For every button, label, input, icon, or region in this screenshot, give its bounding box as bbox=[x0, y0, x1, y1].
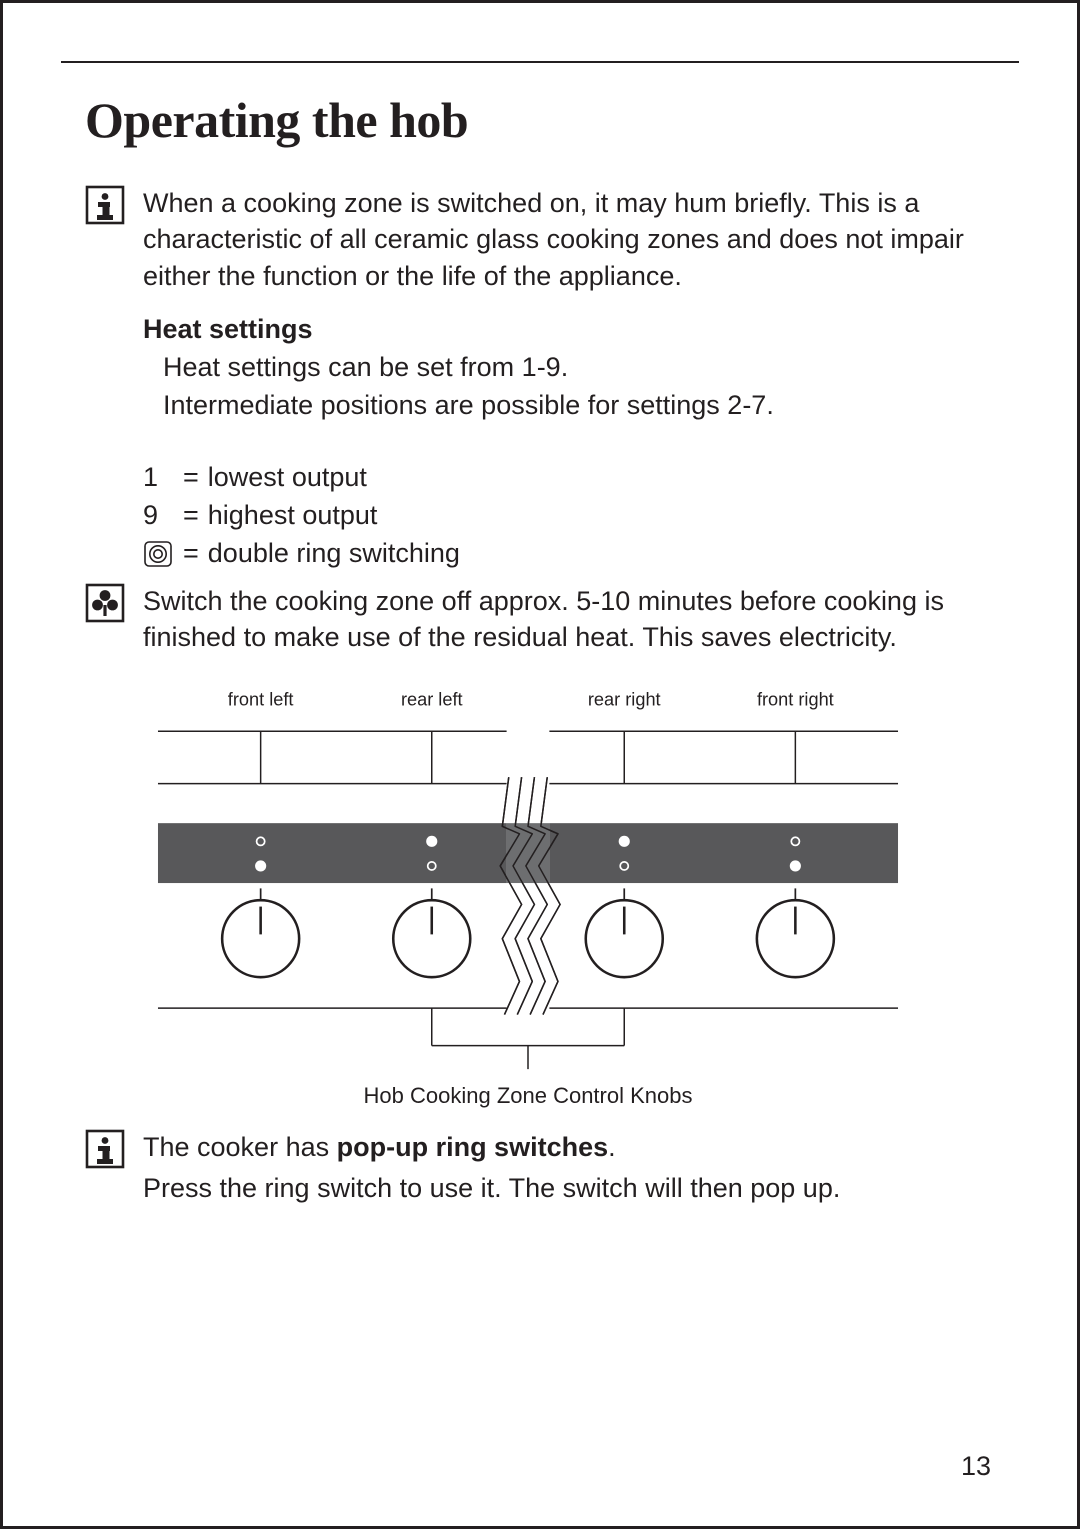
page-frame: Operating the hob When a cooking zone is… bbox=[0, 0, 1080, 1529]
top-rule bbox=[61, 61, 1019, 63]
legend-val-3: double ring switching bbox=[208, 534, 460, 572]
legend-val-2: highest output bbox=[208, 496, 378, 534]
svg-text:front right: front right bbox=[757, 689, 834, 709]
inner-frame: Operating the hob When a cooking zone is… bbox=[61, 61, 1019, 1482]
knob-diagram: front left rear left rear right front right… bbox=[143, 682, 913, 1110]
heat-line-2: Intermediate positions are possible for … bbox=[163, 387, 995, 424]
heat-settings-section: Heat settings Heat settings can be set f… bbox=[143, 314, 995, 424]
legend-eq-3: = bbox=[183, 534, 198, 572]
info-2-line-1: The cooker has pop-up ring switches. bbox=[143, 1129, 995, 1165]
info2-pre: The cooker has bbox=[143, 1132, 337, 1162]
legend-row-2: 9 = highest output bbox=[143, 496, 995, 534]
info-block-2: The cooker has pop-up ring switches. Pre… bbox=[85, 1129, 995, 1210]
diagram-caption: Hob Cooking Zone Control Knobs bbox=[143, 1083, 913, 1109]
legend-eq-2: = bbox=[183, 496, 198, 534]
info2-bold: pop-up ring switches bbox=[337, 1132, 609, 1162]
info-icon bbox=[85, 185, 125, 225]
info-2-text: The cooker has pop-up ring switches. Pre… bbox=[143, 1129, 995, 1210]
heat-settings-heading: Heat settings bbox=[143, 314, 995, 345]
tip-paragraph: Switch the cooking zone off approx. 5-10… bbox=[143, 583, 995, 656]
info2-post: . bbox=[608, 1132, 616, 1162]
info-1-paragraph: When a cooking zone is switched on, it m… bbox=[143, 185, 995, 294]
svg-text:front left: front left bbox=[228, 689, 294, 709]
legend-key-2: 9 bbox=[143, 496, 173, 534]
info-block-1: When a cooking zone is switched on, it m… bbox=[85, 185, 995, 298]
double-ring-icon bbox=[143, 539, 173, 569]
svg-text:rear left: rear left bbox=[401, 689, 463, 709]
page-number: 13 bbox=[961, 1451, 991, 1482]
svg-text:rear right: rear right bbox=[588, 689, 661, 709]
info-2-line-2: Press the ring switch to use it. The swi… bbox=[143, 1170, 995, 1206]
content-area: Operating the hob When a cooking zone is… bbox=[85, 85, 995, 1482]
page-title: Operating the hob bbox=[85, 91, 995, 149]
legend-val-1: lowest output bbox=[208, 458, 367, 496]
legend-key-1: 1 bbox=[143, 458, 173, 496]
info-1-text: When a cooking zone is switched on, it m… bbox=[143, 185, 995, 298]
legend-eq-1: = bbox=[183, 458, 198, 496]
heat-legend: 1 = lowest output 9 = highest output bbox=[143, 458, 995, 573]
legend-row-3: = double ring switching bbox=[143, 534, 995, 572]
tip-block: Switch the cooking zone off approx. 5-10… bbox=[85, 583, 995, 660]
info-icon-2 bbox=[85, 1129, 125, 1169]
legend-row-1: 1 = lowest output bbox=[143, 458, 995, 496]
heat-line-1: Heat settings can be set from 1-9. bbox=[163, 349, 995, 386]
tip-text: Switch the cooking zone off approx. 5-10… bbox=[143, 583, 995, 660]
clover-icon bbox=[85, 583, 125, 623]
knob-diagram-svg: front left rear left rear right front right bbox=[143, 682, 913, 1078]
